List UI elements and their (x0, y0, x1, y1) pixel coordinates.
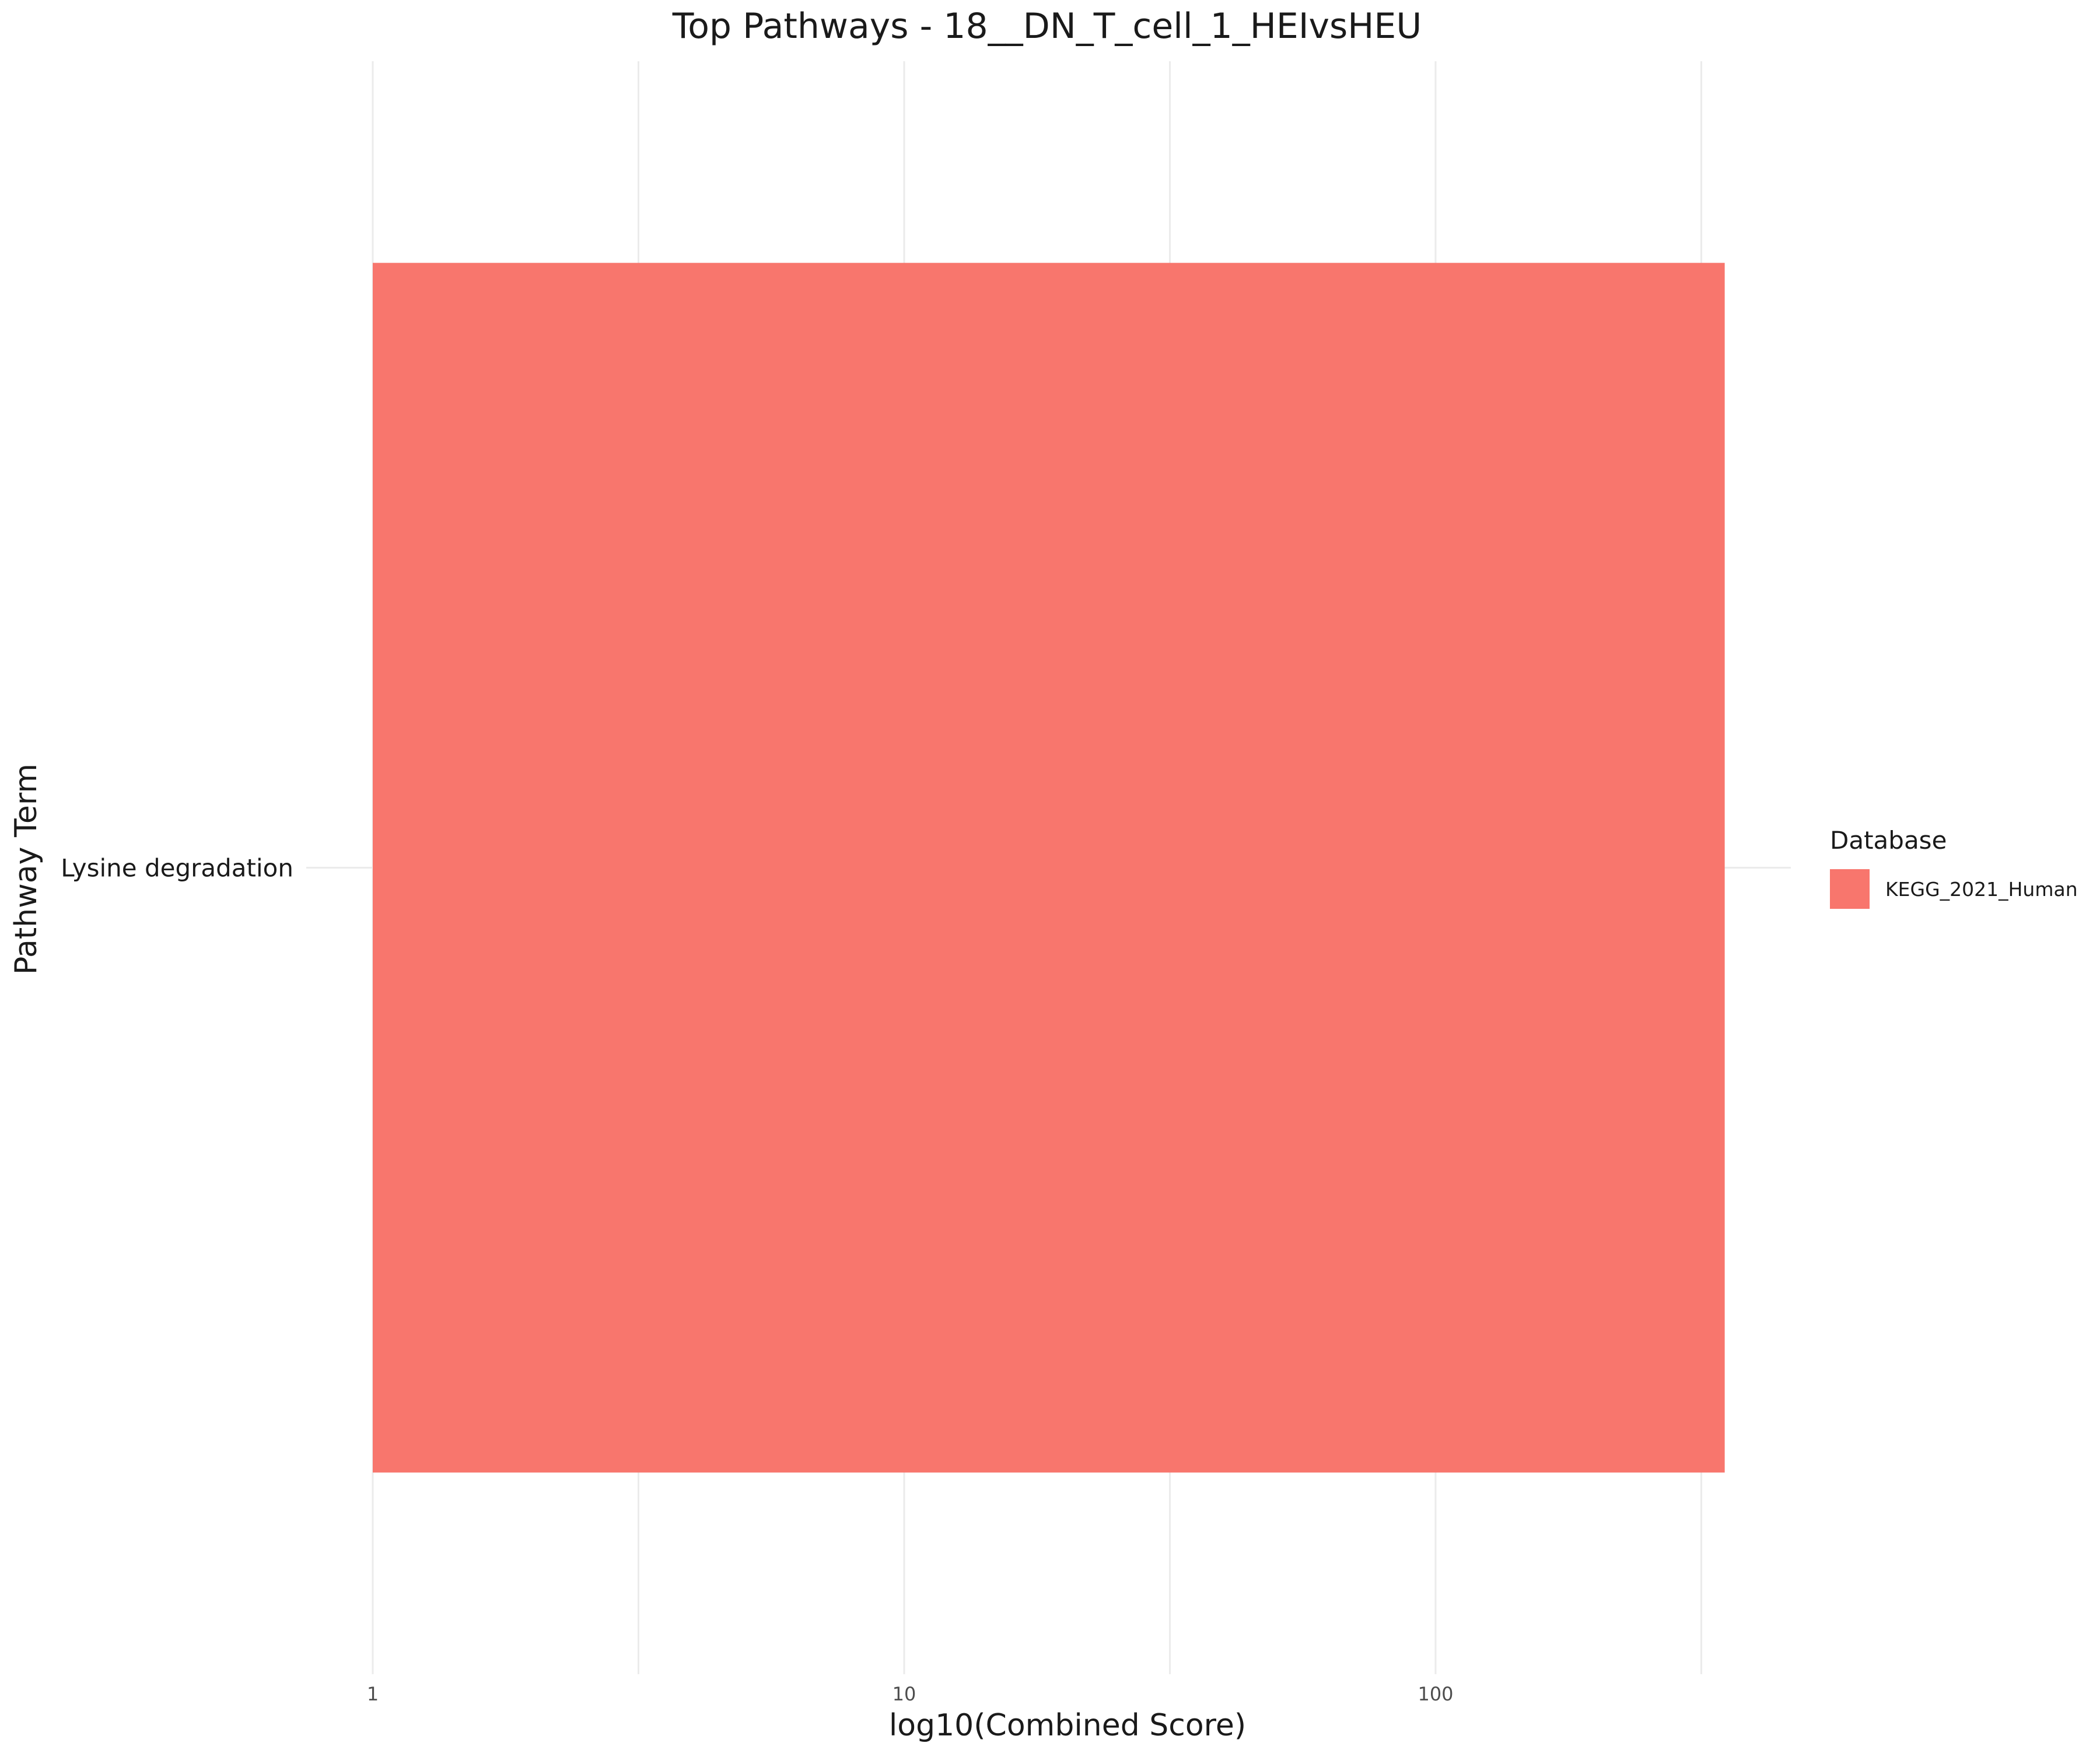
bar (373, 262, 1725, 1473)
y-axis-title: Pathway Term (9, 764, 44, 975)
legend: Database KEGG_2021_Human (1830, 826, 2078, 909)
x-tick-label: 100 (1418, 1683, 1453, 1705)
y-tick-label: Lysine degradation (61, 854, 293, 883)
legend-entries: KEGG_2021_Human (1830, 869, 2078, 909)
x-axis-title: log10(Combined Score) (889, 1708, 1246, 1743)
x-tick-label: 10 (892, 1683, 916, 1705)
legend-title: Database (1830, 826, 1947, 855)
chart-title: Top Pathways - 18__DN_T_cell_1_HEIvsHEU (672, 6, 1422, 47)
legend-label: KEGG_2021_Human (1885, 878, 2078, 901)
x-tick-labels: 1 10 100 (367, 1683, 1454, 1705)
y-tick-labels: Lysine degradation (61, 854, 293, 883)
x-tick-label: 1 (367, 1683, 379, 1705)
bars (373, 262, 1725, 1473)
legend-swatch (1830, 869, 1870, 909)
